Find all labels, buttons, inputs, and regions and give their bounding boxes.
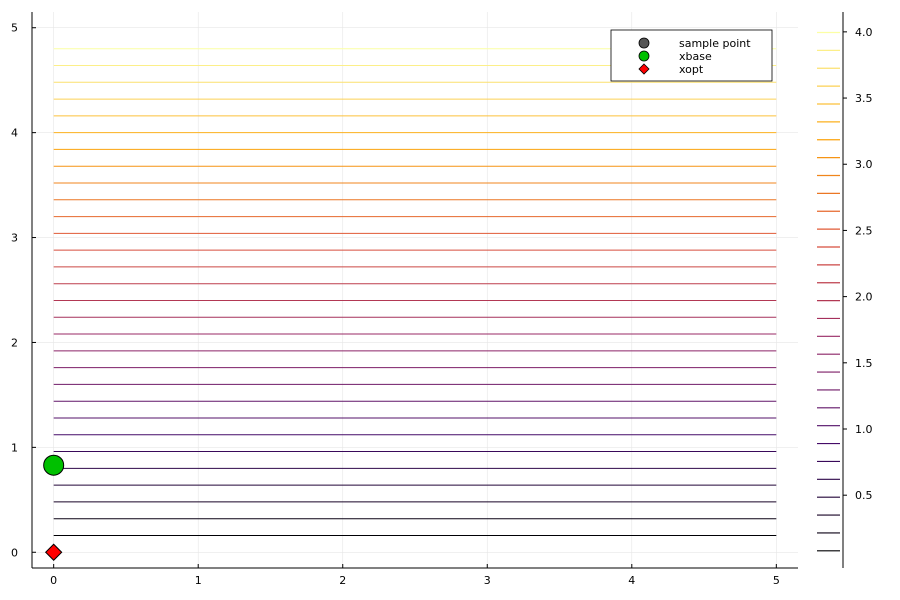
colorbar-tick-label: 2.0	[855, 291, 873, 304]
y-tick-label: 2	[11, 336, 18, 349]
xopt-point	[44, 543, 63, 561]
legend-marker	[638, 63, 650, 75]
x-axis-ticks: 0 1 2 3 4 5	[50, 564, 780, 587]
x-tick-label: 1	[195, 574, 202, 587]
contour-lines	[53, 48, 777, 536]
y-tick-label: 5	[11, 22, 18, 35]
axes	[31, 12, 798, 569]
x-tick-label: 4	[628, 574, 635, 587]
x-tick-label: 0	[50, 574, 57, 587]
y-tick-label: 3	[11, 232, 18, 245]
colorbar-tick-label: 3.0	[855, 158, 873, 171]
colorbar-tick-label: 1.0	[855, 423, 873, 436]
xbase-point	[43, 454, 65, 476]
data-points	[43, 454, 65, 561]
colorbar-tick-label: 0.5	[855, 489, 873, 502]
y-tick-label: 1	[11, 441, 18, 454]
colorbar: 4.0 3.5 3.0 2.5 2.0 1.5 1.0 0.5	[817, 12, 873, 568]
legend-box	[610, 29, 773, 82]
grid-lines	[32, 12, 798, 568]
legend-marker	[638, 37, 650, 49]
legend-marker	[638, 50, 650, 62]
legend-label: xbase	[679, 50, 712, 63]
y-tick-label: 4	[11, 127, 18, 140]
x-tick-label: 3	[484, 574, 491, 587]
y-tick-label: 0	[11, 546, 18, 559]
x-tick-label: 2	[339, 574, 346, 587]
legend-label: xopt	[679, 63, 704, 76]
colorbar-tick-label: 4.0	[855, 26, 873, 39]
colorbar-tick-label: 2.5	[855, 224, 873, 237]
y-axis-ticks: 0 1 2 3 4 5	[11, 22, 36, 559]
x-tick-label: 5	[773, 574, 780, 587]
legend-label: sample point	[679, 37, 751, 50]
colorbar-tick-label: 3.5	[855, 92, 873, 105]
colorbar-tick-label: 1.5	[855, 357, 873, 370]
